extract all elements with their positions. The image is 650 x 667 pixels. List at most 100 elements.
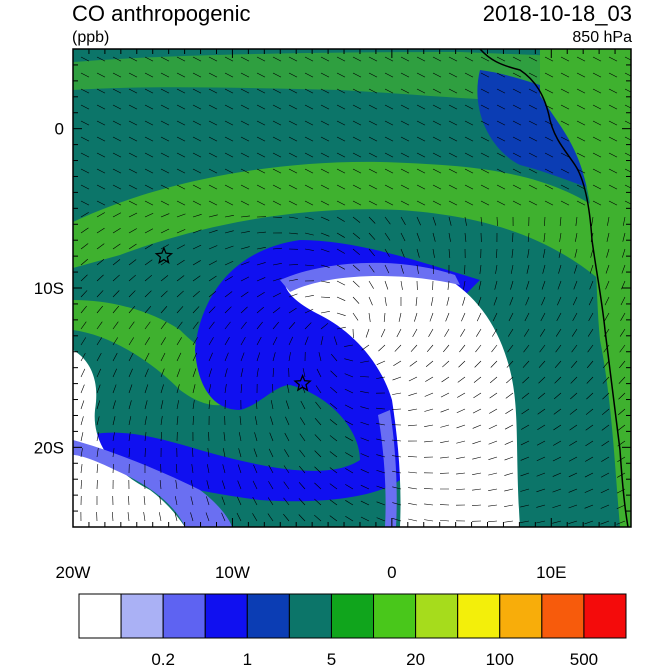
wind-barb [426, 344, 434, 353]
wind-barb [560, 72, 570, 78]
wind-barb [544, 88, 554, 94]
wind-barb [605, 264, 610, 274]
wind-barb [252, 496, 258, 506]
wind-barb [144, 337, 150, 346]
wind-barb [608, 168, 618, 174]
wind-barb [175, 464, 178, 474]
wind-barb [524, 312, 530, 322]
wind-barb [222, 464, 226, 474]
wind-barb [112, 512, 114, 522]
wind-barb [509, 296, 514, 306]
wind-barb [96, 120, 106, 126]
wind-barb [192, 321, 199, 330]
wind-barb [624, 152, 631, 157]
wind-barb [560, 200, 570, 206]
wind-barb [448, 248, 451, 258]
wind-barb [432, 72, 442, 78]
wind-barb [267, 497, 274, 506]
wind-barb [542, 248, 546, 258]
wind-barb [288, 279, 298, 282]
wind-barb [80, 212, 89, 218]
wind-barb [464, 232, 467, 242]
wind-barb [224, 104, 234, 110]
wind-barb [457, 376, 466, 383]
wind-barb [208, 88, 218, 94]
wind-barb [464, 200, 474, 206]
wind-barb [240, 246, 250, 250]
y-tick-label: 0 [55, 120, 64, 139]
wind-barb [584, 504, 594, 509]
wind-barb [575, 216, 578, 226]
wind-barb [96, 227, 105, 234]
wind-barb [392, 439, 402, 442]
wind-barb [512, 168, 522, 174]
wind-barb [592, 56, 602, 62]
wind-barb [208, 384, 212, 394]
wind-barb [521, 392, 530, 399]
wind-barb [240, 168, 250, 174]
wind-barb [352, 120, 362, 126]
wind-barb [556, 312, 562, 322]
wind-barb [393, 360, 402, 366]
wind-barb [288, 152, 298, 158]
wind-barb [320, 72, 330, 78]
wind-barb [345, 500, 354, 506]
wind-barb [592, 120, 602, 126]
wind-barb [80, 400, 85, 410]
wind-barb [330, 386, 338, 394]
wind-barb [446, 296, 450, 306]
wind-barb [543, 232, 546, 242]
wind-barb [160, 104, 170, 110]
wind-barb [240, 152, 250, 158]
wind-barb [576, 88, 586, 94]
wind-barb [288, 216, 298, 219]
wind-barb [424, 503, 434, 506]
wind-barb [128, 120, 138, 126]
wind-barb [352, 168, 362, 174]
wind-barb [224, 321, 231, 330]
wind-barb [144, 152, 154, 158]
wind-barb [320, 280, 330, 284]
wind-barb [539, 328, 546, 337]
wind-barb [112, 432, 115, 442]
wind-barb [160, 368, 165, 378]
wind-barb [288, 56, 298, 62]
wind-barb [521, 408, 530, 415]
wind-barb [320, 311, 330, 314]
wind-barb [520, 472, 530, 477]
wind-barb [96, 337, 103, 346]
wind-barb [554, 360, 562, 368]
wind-barb [206, 464, 210, 474]
wind-barb [360, 406, 370, 410]
wind-barb [400, 200, 410, 206]
wind-barb [304, 152, 314, 158]
wind-barb [224, 352, 229, 362]
wind-barb [288, 264, 299, 266]
wind-barb [416, 184, 426, 190]
wind-barb [368, 136, 378, 142]
wind-barb [592, 72, 602, 78]
wind-barb [608, 104, 618, 110]
wind-barb [624, 168, 631, 173]
wind-barb [240, 321, 247, 330]
wind-barb [425, 376, 434, 382]
wind-barb [190, 496, 194, 506]
wind-barb [392, 518, 402, 522]
wind-barb [336, 312, 346, 316]
wind-barb [448, 168, 458, 174]
wind-barb [352, 296, 360, 304]
wind-barb [538, 360, 546, 368]
wind-barb [272, 352, 276, 362]
wind-barb [192, 168, 202, 174]
wind-barb [432, 168, 442, 174]
wind-barb [128, 384, 133, 394]
wind-barb [112, 104, 122, 110]
wind-barb [253, 464, 258, 474]
wind-barb [416, 232, 421, 242]
wind-barb [252, 513, 258, 522]
wind-barb [424, 519, 434, 522]
wind-barb [459, 344, 466, 353]
wind-barb [271, 384, 274, 394]
wind-barb [316, 368, 322, 378]
wind-barb [221, 480, 226, 490]
